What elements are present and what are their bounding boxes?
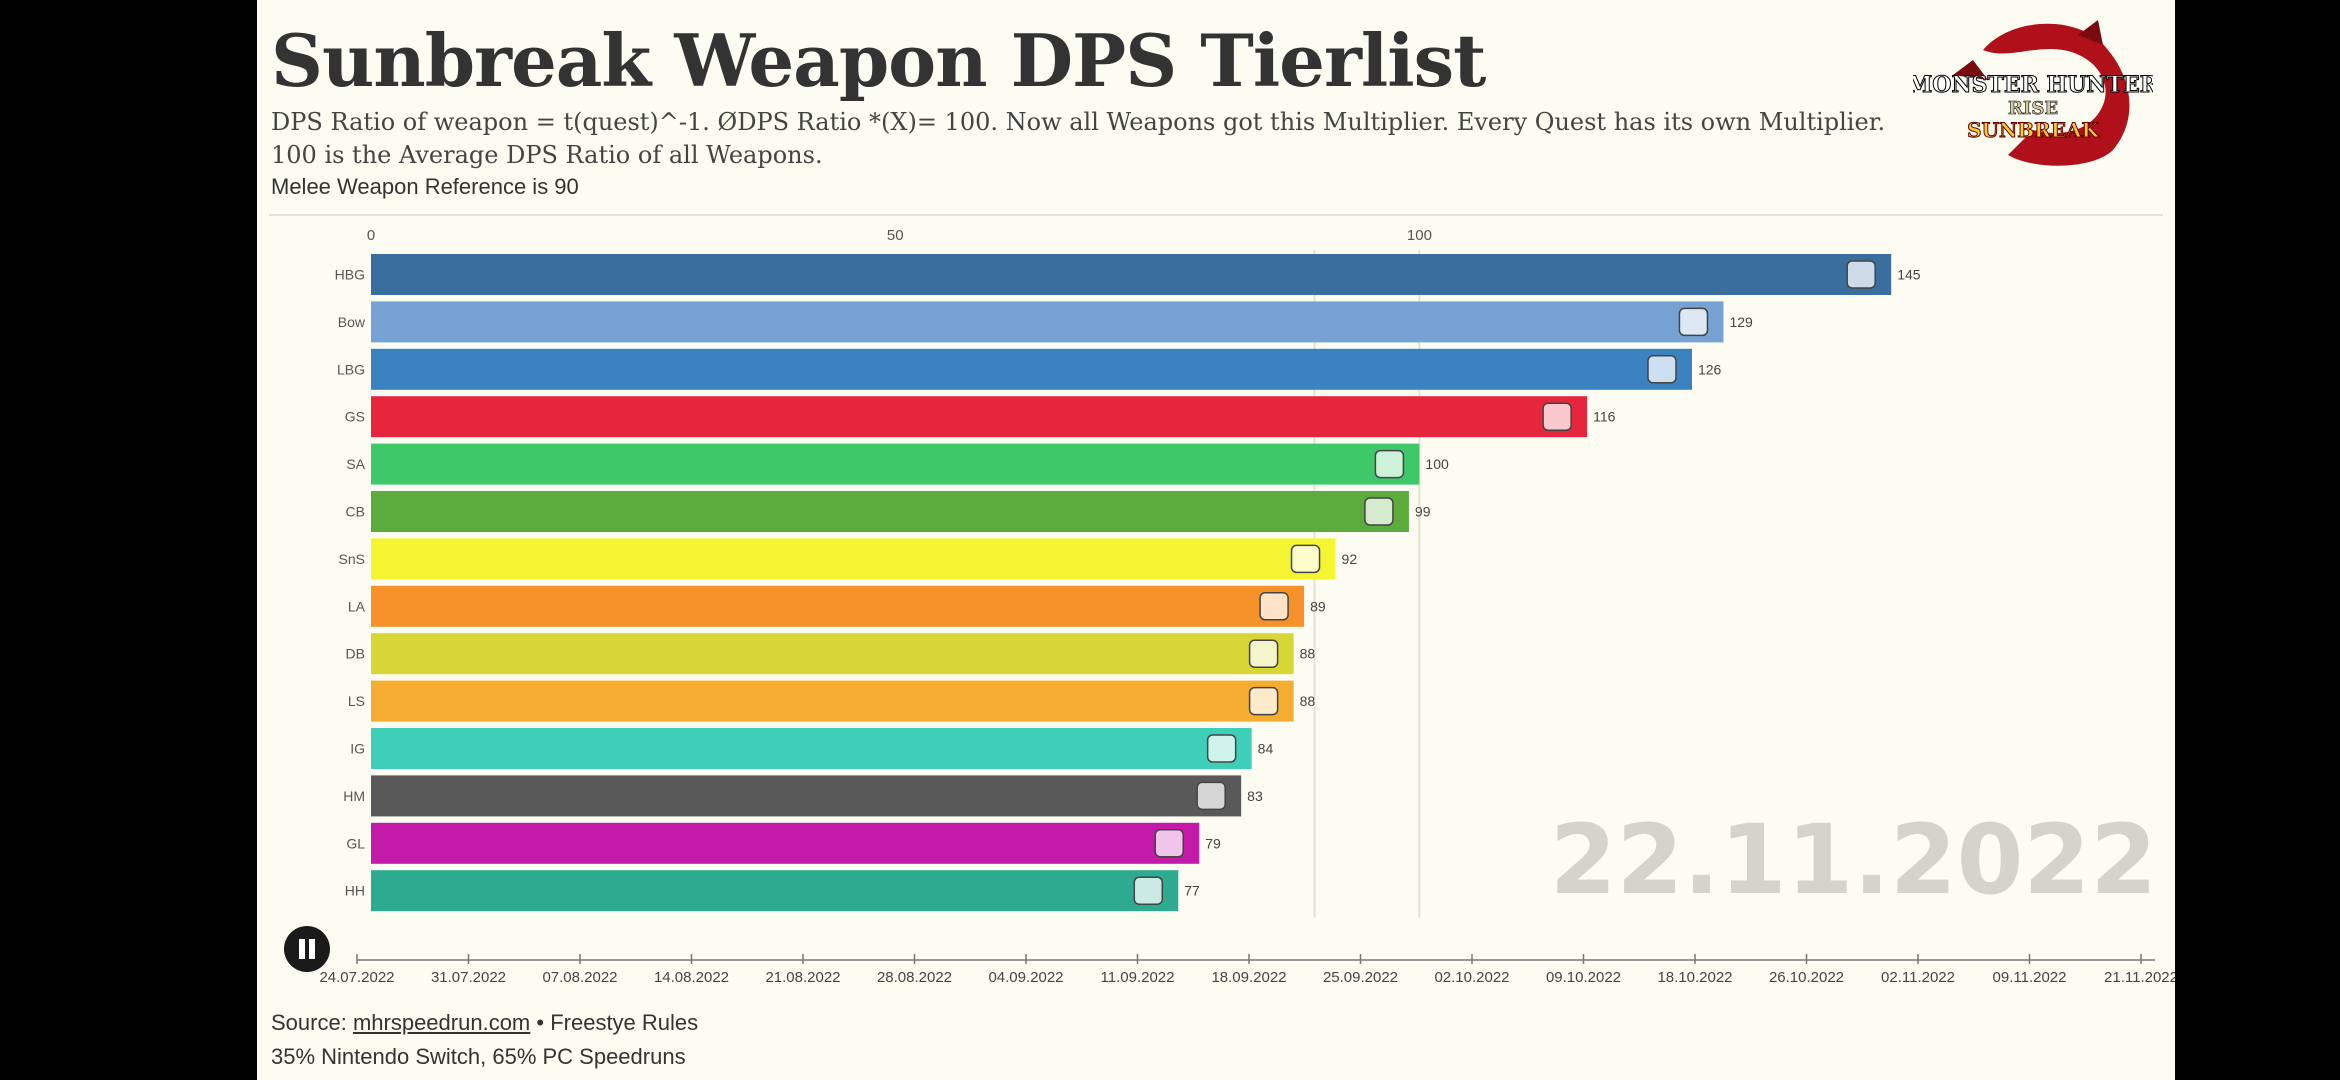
bar-value-HH: 77 <box>1184 883 1200 899</box>
bar-value-HM: 83 <box>1247 788 1263 804</box>
bar-CB <box>371 491 1409 532</box>
bar-Bow <box>371 301 1724 343</box>
bar-LS <box>371 680 1294 722</box>
weapon-icon-SnS <box>1290 544 1321 574</box>
bar-value-SA: 100 <box>1425 456 1449 472</box>
bar-value-IG: 84 <box>1258 741 1274 757</box>
bar-LA <box>371 585 1305 627</box>
platform-note: 35% Nintendo Switch, 65% PC Speedruns <box>271 1044 686 1069</box>
x-tick-label-1: 50 <box>887 227 904 244</box>
page-title: Sunbreak Weapon DPS Tierlist <box>271 18 1486 103</box>
logo-line3: SUNBREAK <box>1967 118 2099 142</box>
timeline-label-5: 28.08.2022 <box>877 969 952 986</box>
bar-label-HM: HM <box>343 788 365 804</box>
timeline-label-12: 18.10.2022 <box>1657 969 1732 986</box>
dragon-emblem-icon <box>1983 23 2130 166</box>
weapon-icon-SA <box>1374 449 1405 479</box>
weapon-icon-LBG <box>1647 355 1677 384</box>
timeline-label-6: 04.09.2022 <box>988 969 1063 986</box>
subtitle: DPS Ratio of weapon = t(quest)^-1. ØDPS … <box>271 108 1886 169</box>
weapon-icon-CB <box>1364 497 1394 526</box>
weapon-icon-GS <box>1542 402 1572 431</box>
timeline-label-0: 24.07.2022 <box>319 969 394 986</box>
bar-label-LBG: LBG <box>337 361 365 377</box>
weapon-icon-HBG <box>1846 260 1876 289</box>
bar-value-LS: 88 <box>1300 693 1316 709</box>
bar-label-GS: GS <box>345 409 365 425</box>
source-link[interactable]: mhrspeedrun.com <box>352 1010 531 1035</box>
bar-GS <box>371 396 1588 438</box>
x-tick-label-0: 0 <box>367 227 375 244</box>
source-rules: • Freestye Rules <box>536 1010 699 1035</box>
bar-GL <box>371 822 1200 864</box>
source-label: Source: <box>271 1010 347 1035</box>
weapon-icon-Bow <box>1678 307 1709 337</box>
bar-label-GL: GL <box>346 835 365 851</box>
timeline-label-15: 09.11.2022 <box>1993 969 2067 986</box>
bar-value-LBG: 126 <box>1698 361 1722 377</box>
bar-value-CB: 99 <box>1415 504 1431 520</box>
logo-line2: RISE <box>2008 98 2058 119</box>
weapon-icon-IG <box>1206 734 1237 763</box>
bar-LBG <box>371 348 1692 390</box>
bar-IG <box>371 728 1252 769</box>
reference-caption: Melee Weapon Reference is 90 <box>271 174 579 199</box>
bar-label-HBG: HBG <box>335 267 365 283</box>
bar-label-LS: LS <box>348 693 365 709</box>
bar-value-GS: 116 <box>1593 409 1616 425</box>
logo-line1: MONSTER HUNTER <box>1913 72 2153 98</box>
timeline-label-2: 07.08.2022 <box>542 969 617 986</box>
weapon-icon-HH <box>1133 876 1164 905</box>
bar-label-IG: IG <box>350 741 365 757</box>
bar-value-Bow: 129 <box>1729 314 1753 330</box>
timeline-label-9: 25.09.2022 <box>1323 969 1398 986</box>
monster-hunter-logo: MONSTER HUNTER RISE SUNBREAK <box>1913 20 2153 166</box>
timeline-label-7: 11.09.2022 <box>1101 969 1175 986</box>
weapon-icon-LA <box>1259 592 1289 621</box>
bar-SnS <box>371 538 1336 580</box>
chart-panel: Sunbreak Weapon DPS Tierlist DPS Ratio o… <box>257 0 2175 1080</box>
bar-label-LA: LA <box>348 598 366 614</box>
weapon-icon-HM <box>1196 781 1226 811</box>
bar-value-LA: 89 <box>1310 598 1326 614</box>
weapon-icon-DB <box>1248 639 1279 668</box>
bar-value-SnS: 92 <box>1342 551 1358 567</box>
timeline-label-4: 21.08.2022 <box>765 969 840 986</box>
timeline-label-10: 02.10.2022 <box>1434 969 1509 986</box>
timeline-label-13: 26.10.2022 <box>1769 969 1844 986</box>
timeline-label-14: 02.11.2022 <box>1881 969 1955 986</box>
source-line: Source: mhrspeedrun.com • Freestye Rules <box>271 1010 698 1036</box>
bar-HBG <box>371 254 1892 295</box>
timeline-label-8: 18.09.2022 <box>1211 969 1286 986</box>
bar-HH <box>371 870 1179 912</box>
bar-label-SA: SA <box>346 456 365 472</box>
weapon-icon-GL <box>1154 829 1184 858</box>
timeline-label-11: 09.10.2022 <box>1546 969 1621 986</box>
bar-label-HH: HH <box>345 883 365 899</box>
bar-label-CB: CB <box>346 504 365 520</box>
bar-chart: 0 50 100 22.11.2022 HBG 145 Bow 129 LBG 126 GS 116 S… <box>269 214 2175 986</box>
date-watermark: 22.11.2022 <box>1550 804 2157 916</box>
bar-label-DB: DB <box>346 646 365 662</box>
bar-SA <box>371 443 1420 485</box>
timeline-label-16: 21.11.2022 <box>2104 969 2175 986</box>
bar-label-Bow: Bow <box>338 314 366 330</box>
pause-button[interactable] <box>284 926 330 972</box>
bar-value-DB: 88 <box>1300 646 1316 662</box>
timeline-label-1: 31.07.2022 <box>431 969 506 986</box>
bar-value-HBG: 145 <box>1897 267 1921 283</box>
timeline-label-3: 14.08.2022 <box>654 969 729 986</box>
bar-DB <box>371 633 1294 675</box>
x-tick-label-2: 100 <box>1407 227 1432 244</box>
bar-value-GL: 79 <box>1205 835 1221 851</box>
weapon-icon-LS <box>1248 686 1279 716</box>
bar-HM <box>371 775 1242 817</box>
bar-label-SnS: SnS <box>339 551 365 567</box>
